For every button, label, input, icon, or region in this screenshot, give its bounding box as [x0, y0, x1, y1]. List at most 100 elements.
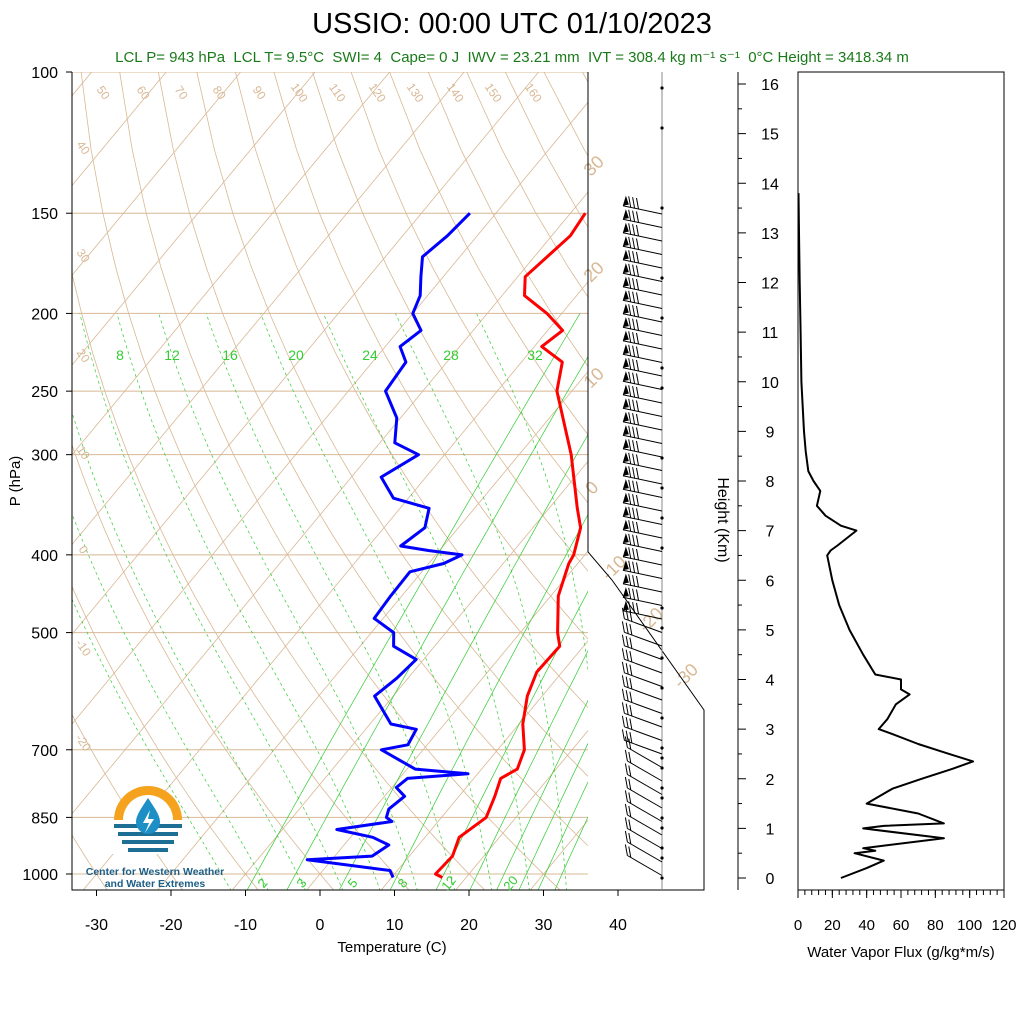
logo-text-line2: and Water Extremes	[104, 878, 206, 890]
wind-barb-feather	[628, 385, 632, 397]
wind-barb-feather	[628, 587, 632, 599]
wind-barbs	[587, 72, 705, 891]
flux-x-tick-label: 0	[794, 917, 802, 934]
y-tick-label: 150	[31, 206, 58, 223]
flux-x-axis-label: Water Vapor Flux (g/kg*m/s)	[807, 944, 995, 961]
dry-adiabat-line	[389, 72, 588, 436]
wind-barb-shaft	[622, 461, 663, 471]
wind-barb-flag	[622, 384, 629, 395]
skew-t-background	[72, 72, 588, 890]
dry-adiabat-label: 150	[482, 80, 505, 105]
wind-barb	[622, 344, 663, 363]
height-tick-label: 4	[766, 673, 775, 690]
wind-barb-flag	[622, 317, 629, 328]
wind-level-dot	[660, 816, 664, 820]
height-tick-label: 8	[766, 474, 775, 491]
x-tick-label: 40	[609, 917, 627, 934]
wind-barb-feather	[636, 251, 639, 264]
dry-adiabat-line	[119, 72, 561, 890]
wind-barb-shaft	[622, 502, 663, 512]
wind-barb-shaft	[622, 421, 663, 431]
cw3e-logo: Center for Western Weather and Water Ext…	[70, 784, 240, 894]
wind-barb-feather	[628, 466, 632, 478]
wind-barb-feather	[624, 844, 628, 856]
wind-barb-feather	[625, 717, 629, 729]
wind-barb	[624, 736, 663, 768]
height-tick-label: 1	[766, 821, 775, 838]
flux-x-tick-label: 120	[991, 917, 1016, 934]
wind-level-dot	[660, 386, 664, 390]
wind-barb	[621, 634, 663, 660]
wind-level-dot	[660, 786, 664, 790]
wind-level-dot	[660, 606, 664, 610]
wind-barb-shaft	[627, 855, 663, 876]
right-isotherm-label: 30	[580, 152, 608, 180]
wind-barb-feather	[628, 601, 632, 613]
wind-barb	[622, 560, 663, 579]
wind-barb-shaft	[624, 631, 663, 647]
wind-barb-feather	[628, 236, 632, 248]
wind-barb	[622, 465, 663, 485]
wind-barb-shaft	[622, 556, 663, 566]
height-tick-label: 3	[766, 722, 775, 739]
wind-barb-flag	[622, 249, 629, 260]
wind-barb-shaft	[627, 841, 663, 863]
wind-barb-flag	[622, 195, 629, 206]
x-tick-label: -10	[234, 917, 257, 934]
isotherm-line	[455, 730, 588, 890]
moist-adiabat-line	[323, 313, 530, 890]
wind-barb-feather	[628, 344, 632, 356]
wind-barb-shaft	[622, 353, 663, 363]
wind-barb	[622, 263, 663, 282]
mixing-ratio-line	[286, 355, 588, 890]
wind-barb-feather	[636, 454, 639, 466]
mixing-ratio-bottom-label: 3	[293, 876, 309, 891]
wind-barb-flag	[622, 303, 629, 314]
mixing-ratio-line	[537, 781, 588, 890]
wind-barb-flag	[622, 290, 629, 301]
mixing-ratio-line	[246, 313, 581, 890]
height-tick-label: 11	[762, 325, 779, 342]
wind-barb-shaft	[627, 801, 663, 822]
wind-barb-feather	[632, 359, 636, 371]
wind-level-dot	[660, 686, 664, 690]
wind-barb-shaft	[627, 760, 663, 782]
skew-t-frame	[71, 72, 588, 891]
height-tick-label: 7	[766, 524, 775, 541]
mixing-ratio-line	[469, 650, 588, 890]
wind-barb-feather	[632, 237, 636, 249]
wind-barb-feather	[629, 664, 633, 676]
wind-barb-flag	[622, 236, 629, 247]
wind-barb-feather	[632, 602, 636, 614]
wind-barb	[622, 492, 663, 512]
wind-barb-feather	[632, 305, 636, 317]
wind-barb-feather	[636, 481, 639, 493]
wind-level-dot	[660, 746, 664, 750]
dry-adiabat-label: 70	[172, 83, 191, 102]
wind-barb	[622, 384, 663, 404]
wind-barb-shaft	[624, 699, 663, 714]
wind-barb-feather	[624, 817, 628, 829]
wind-barb-flag	[622, 519, 629, 530]
dry-adiabat-line	[72, 585, 259, 890]
wind-barb-feather	[624, 763, 628, 775]
right-isotherm-label: -30	[669, 659, 702, 692]
isotherm-line	[72, 72, 539, 635]
wind-barb	[621, 607, 663, 633]
wind-barb-feather	[632, 210, 636, 222]
wind-barb-shaft	[622, 488, 663, 498]
wind-barb-feather	[636, 508, 639, 520]
swi-value: SWI= 4	[332, 49, 383, 66]
temperature-line	[434, 212, 587, 879]
isotherm-line	[72, 72, 241, 276]
wind-barb-feather	[636, 265, 639, 277]
wind-barb-feather	[636, 305, 639, 318]
wind-barb	[622, 519, 663, 539]
wind-barb-feather	[636, 197, 639, 210]
wind-level-dot	[660, 796, 664, 800]
wind-barb-shaft	[622, 407, 663, 417]
wind-barb	[621, 661, 663, 687]
wind-barb-feather	[636, 319, 639, 331]
wind-barb-shaft	[622, 272, 663, 282]
